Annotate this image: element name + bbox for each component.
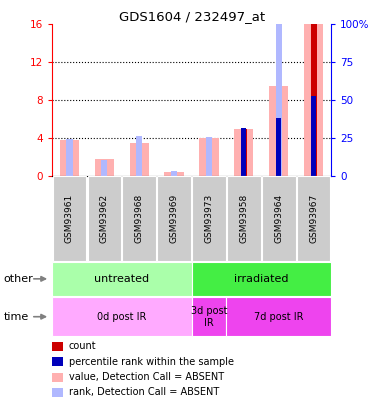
Bar bbox=[60, 140, 79, 176]
Bar bbox=[171, 171, 177, 176]
Text: GSM93969: GSM93969 bbox=[169, 194, 179, 243]
Text: irradiated: irradiated bbox=[234, 274, 289, 284]
Bar bbox=[136, 136, 142, 176]
Bar bbox=[297, 176, 330, 261]
Bar bbox=[52, 297, 192, 336]
Bar bbox=[66, 139, 72, 176]
Text: untreated: untreated bbox=[94, 274, 149, 284]
Bar bbox=[227, 176, 261, 261]
Text: GSM93967: GSM93967 bbox=[309, 194, 318, 243]
Text: value, Detection Call = ABSENT: value, Detection Call = ABSENT bbox=[69, 372, 224, 382]
Text: other: other bbox=[4, 274, 33, 284]
Bar bbox=[192, 297, 226, 336]
Text: GSM93968: GSM93968 bbox=[135, 194, 144, 243]
Text: count: count bbox=[69, 341, 96, 351]
Bar bbox=[276, 0, 282, 176]
Text: GSM93964: GSM93964 bbox=[274, 194, 283, 243]
Text: 0d post IR: 0d post IR bbox=[97, 312, 146, 322]
Bar bbox=[262, 176, 296, 261]
Text: rank, Detection Call = ABSENT: rank, Detection Call = ABSENT bbox=[69, 388, 219, 397]
Bar bbox=[206, 137, 212, 176]
Bar bbox=[192, 176, 226, 261]
Bar bbox=[87, 176, 121, 261]
Bar bbox=[130, 143, 149, 176]
Bar bbox=[311, 96, 316, 176]
Bar bbox=[52, 262, 192, 296]
Bar bbox=[53, 176, 86, 261]
Bar bbox=[241, 129, 247, 176]
Bar bbox=[101, 160, 107, 176]
Bar bbox=[311, 24, 317, 176]
Bar bbox=[234, 129, 253, 176]
Text: GSM93961: GSM93961 bbox=[65, 194, 74, 243]
Bar bbox=[164, 173, 184, 176]
Text: 7d post IR: 7d post IR bbox=[254, 312, 303, 322]
Text: time: time bbox=[4, 312, 29, 322]
Text: GDS1604 / 232497_at: GDS1604 / 232497_at bbox=[119, 10, 266, 23]
Text: GSM93958: GSM93958 bbox=[239, 194, 248, 243]
Bar bbox=[269, 86, 288, 176]
Bar bbox=[122, 176, 156, 261]
Bar bbox=[192, 262, 331, 296]
Bar bbox=[199, 138, 219, 176]
Bar bbox=[276, 119, 281, 176]
Bar bbox=[241, 128, 246, 176]
Text: GSM93973: GSM93973 bbox=[204, 194, 214, 243]
Text: 3d post
IR: 3d post IR bbox=[191, 306, 227, 328]
Bar bbox=[157, 176, 191, 261]
Text: percentile rank within the sample: percentile rank within the sample bbox=[69, 357, 234, 367]
Text: GSM93962: GSM93962 bbox=[100, 194, 109, 243]
Bar bbox=[304, 24, 323, 176]
Bar bbox=[95, 159, 114, 176]
Bar bbox=[226, 297, 331, 336]
